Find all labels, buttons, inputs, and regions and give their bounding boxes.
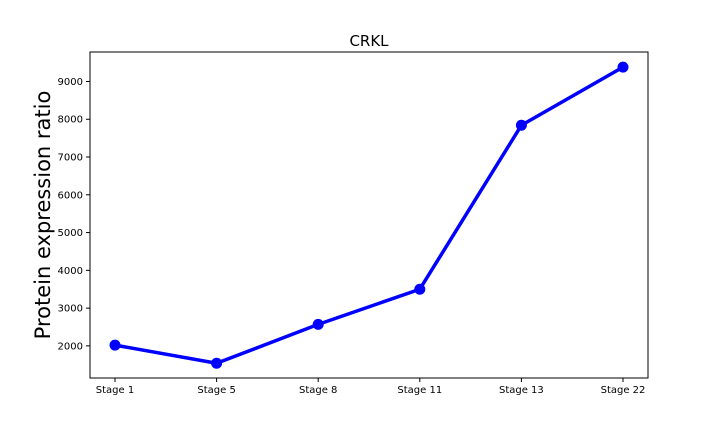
- series-line: [113, 65, 625, 366]
- chart-title: CRKL: [349, 32, 389, 50]
- data-point: [414, 283, 426, 295]
- data-point: [617, 61, 629, 73]
- x-tick-label: Stage 13: [499, 385, 544, 396]
- y-axis-label: Protein expression ratio: [31, 91, 55, 340]
- y-tick-label: 3000: [58, 304, 83, 315]
- data-point: [312, 318, 324, 330]
- y-tick-label: 8000: [58, 115, 83, 126]
- x-tick-label: Stage 11: [397, 385, 442, 396]
- series-layer: [109, 61, 629, 369]
- x-tick-label: Stage 1: [96, 385, 134, 396]
- y-tick-label: 4000: [58, 266, 83, 277]
- axes: Stage 1 Stage 5 Stage 8 Stage 11 Stage 13 Sta…: [58, 77, 646, 396]
- y-tick-label: 6000: [58, 190, 83, 201]
- y-tick-label: 5000: [58, 228, 83, 239]
- y-tick-label: 9000: [58, 77, 83, 88]
- data-point: [109, 339, 121, 351]
- x-tick-label: Stage 5: [197, 385, 235, 396]
- x-tick-label: Stage 22: [601, 385, 646, 396]
- x-tick-label: Stage 8: [299, 385, 337, 396]
- data-point: [515, 119, 527, 131]
- plot-area-frame: [89, 51, 649, 379]
- y-tick-label: 7000: [58, 153, 83, 164]
- data-point: [211, 357, 223, 369]
- y-tick-label: 2000: [58, 341, 83, 352]
